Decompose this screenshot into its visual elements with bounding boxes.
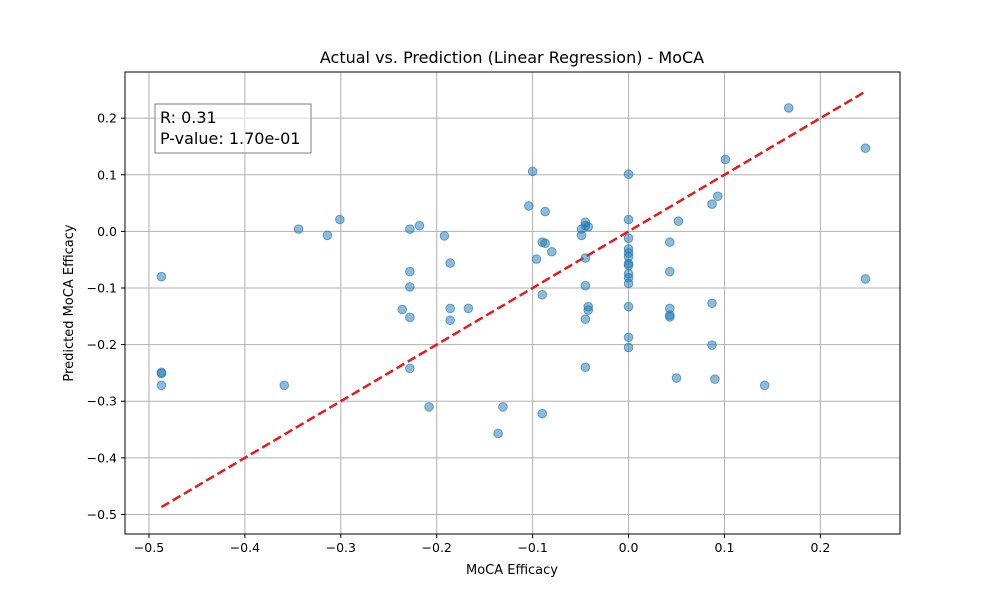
data-point	[583, 222, 594, 232]
x-tick-label: −0.2	[422, 540, 452, 555]
data-point	[671, 373, 682, 383]
y-tick-label: −0.3	[87, 394, 117, 409]
data-point	[397, 304, 407, 315]
data-point	[665, 237, 675, 247]
y-tick-label: −0.2	[87, 337, 117, 352]
data-point	[527, 166, 538, 177]
x-tick-label: −0.3	[326, 540, 356, 555]
data-point	[860, 143, 871, 153]
data-point	[860, 274, 871, 284]
data-point	[707, 199, 717, 210]
data-point	[445, 315, 455, 326]
data-point	[623, 233, 634, 243]
data-point	[623, 278, 634, 289]
x-tick-label: −0.5	[134, 540, 164, 555]
data-point	[580, 280, 591, 291]
data-point	[673, 216, 684, 226]
data-point	[405, 312, 415, 323]
y-tick-label: −0.4	[87, 450, 117, 465]
data-point	[712, 191, 723, 202]
data-point	[576, 230, 587, 241]
y-axis-label: Predicted MoCA Efficacy	[62, 224, 77, 381]
data-point	[720, 154, 731, 165]
data-point	[707, 298, 717, 309]
data-point	[498, 402, 508, 412]
chart-title: Actual vs. Prediction (Linear Regression…	[320, 48, 704, 67]
r-value-text: R: 0.31	[160, 108, 217, 127]
reference-line-layer	[160, 90, 867, 509]
data-point	[156, 368, 167, 379]
data-point	[623, 301, 634, 312]
y-tick-label: −0.1	[87, 280, 117, 295]
stats-annotation-box: R: 0.31 P-value: 1.70e-01	[154, 103, 312, 154]
data-point	[445, 258, 455, 268]
data-points	[156, 103, 871, 439]
data-point	[710, 374, 720, 384]
data-point	[623, 332, 634, 343]
data-point	[540, 238, 550, 249]
data-point	[322, 230, 333, 241]
data-point	[540, 206, 550, 217]
x-tick-label: 0.2	[810, 540, 830, 555]
data-point	[405, 282, 415, 292]
data-point	[623, 169, 634, 179]
y-tick-label: 0.1	[97, 167, 117, 182]
data-point	[707, 340, 717, 350]
data-point	[405, 266, 415, 277]
data-point	[623, 260, 634, 271]
data-point	[335, 214, 345, 225]
p-value-text: P-value: 1.70e-01	[160, 129, 300, 148]
y-tick-label: 0.2	[97, 111, 117, 126]
x-tick-label: −0.1	[517, 540, 547, 555]
data-point	[293, 224, 304, 234]
data-point	[524, 201, 534, 211]
reference-line	[160, 90, 867, 509]
data-point	[156, 271, 167, 282]
data-point	[405, 363, 415, 374]
data-point	[156, 380, 167, 391]
data-point	[279, 380, 290, 391]
plot-frame	[124, 71, 901, 535]
data-point	[623, 214, 634, 225]
data-point	[531, 254, 542, 264]
data-point	[405, 224, 415, 234]
data-point	[463, 303, 474, 314]
data-point	[424, 402, 434, 412]
data-point	[623, 342, 634, 353]
data-point	[439, 231, 450, 241]
data-point	[580, 314, 591, 324]
x-tick-label: −0.4	[230, 540, 260, 555]
annotation-frame	[154, 103, 312, 154]
data-point	[783, 103, 794, 113]
y-axis-ticks: −0.5 −0.4 −0.3 −0.2 −0.1 0.0 0.1 0.2	[87, 111, 125, 522]
data-point	[665, 266, 675, 277]
data-point	[445, 303, 455, 314]
data-point	[580, 362, 591, 373]
x-tick-label: 0.0	[619, 540, 639, 555]
data-point	[547, 246, 557, 257]
data-point	[537, 289, 548, 300]
data-point	[493, 428, 503, 439]
data-point	[414, 220, 425, 231]
y-tick-label: 0.0	[97, 224, 117, 239]
y-tick-label: −0.5	[87, 507, 117, 522]
x-axis-label: MoCA Efficacy	[466, 563, 558, 578]
data-point	[665, 312, 675, 322]
x-tick-label: 0.1	[715, 540, 735, 555]
data-point	[583, 305, 594, 315]
data-point	[759, 380, 770, 391]
data-point	[537, 408, 548, 419]
data-point	[580, 253, 591, 263]
x-axis-ticks: −0.5 −0.4 −0.3 −0.2 −0.1 0.0 0.1 0.2	[134, 534, 830, 555]
